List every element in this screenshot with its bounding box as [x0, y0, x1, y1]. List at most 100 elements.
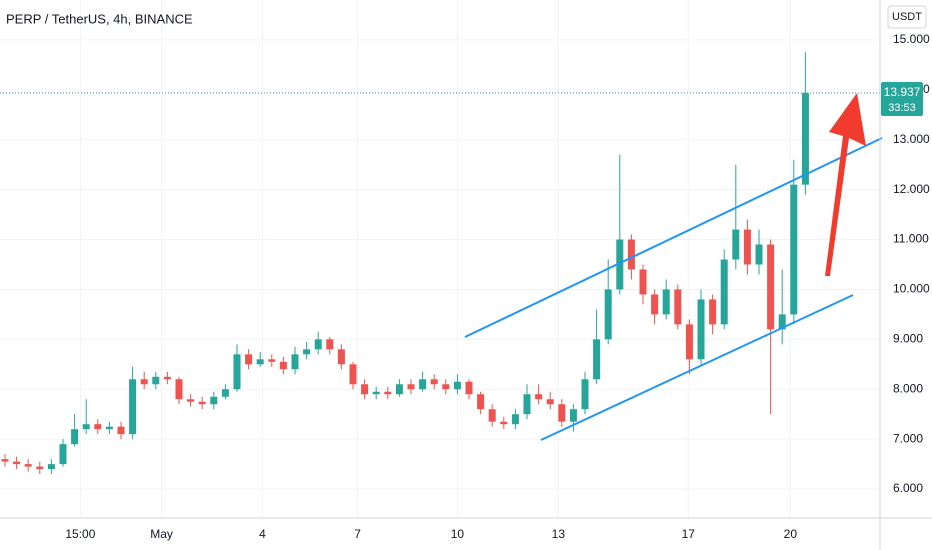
candle-body	[71, 429, 79, 445]
candle-body	[82, 424, 90, 430]
x-tick-label: 10	[451, 527, 465, 541]
y-tick-label: 10.000	[893, 282, 930, 296]
candle-body	[175, 379, 183, 400]
candles	[0, 52, 880, 475]
candle-body	[361, 384, 369, 395]
candle-body	[13, 461, 21, 465]
candle-body	[94, 424, 102, 430]
candle-body	[187, 399, 195, 402]
candle-body	[407, 384, 415, 390]
y-tick-label: 9.000	[893, 332, 923, 346]
candle-body	[430, 379, 438, 385]
y-tick-label: 12.000	[893, 182, 930, 196]
y-tick-label: 15.000	[893, 32, 930, 46]
candle-body	[662, 289, 670, 315]
y-tick-label: 8.000	[893, 381, 923, 395]
candle-body	[233, 354, 241, 390]
candle-body	[384, 391, 392, 395]
candle-body	[453, 381, 461, 390]
last-price-box	[881, 81, 923, 116]
chart-title: PERP / TetherUS, 4h, BINANCE	[6, 11, 193, 26]
candle-body	[523, 394, 531, 415]
candle-body	[395, 384, 403, 395]
candle-body	[743, 229, 751, 265]
x-tick-label: 13	[552, 527, 566, 541]
candle-body	[152, 376, 160, 385]
candle-body	[303, 349, 311, 355]
candle-body	[117, 426, 125, 435]
candle-body	[616, 239, 624, 290]
currency-box[interactable]	[887, 5, 927, 29]
candle-body	[419, 379, 427, 390]
candle-body	[465, 381, 473, 395]
candle-body	[685, 324, 693, 360]
candle-body	[221, 389, 229, 397]
candle-body	[790, 184, 798, 315]
candle-body	[279, 361, 287, 370]
candle-body	[129, 379, 137, 435]
channel-lower	[540, 294, 854, 441]
last-price-label: 13.937	[884, 85, 921, 99]
candle-body	[24, 464, 32, 467]
candle-body	[767, 244, 775, 330]
candle-body	[720, 259, 728, 325]
candle-body	[105, 426, 113, 430]
candle-body	[627, 239, 635, 270]
x-tick-label: 20	[784, 527, 798, 541]
candle-body	[500, 421, 508, 425]
candle-body	[581, 379, 589, 410]
candle-body	[372, 391, 380, 395]
currency: USDT	[892, 11, 922, 23]
candle-body	[651, 294, 659, 315]
x-tick-label: 4	[259, 527, 266, 541]
candle-body	[59, 444, 67, 465]
x-tick-label: 15:00	[65, 527, 95, 541]
candle-body	[604, 289, 612, 340]
arrow	[825, 93, 866, 276]
candle-body	[639, 269, 647, 295]
channel-upper	[464, 137, 883, 338]
candle-body	[569, 409, 577, 422]
candle-body	[778, 314, 786, 330]
candle-body	[488, 409, 496, 422]
grid	[0, 0, 880, 518]
x-tick-label: 7	[354, 527, 361, 541]
candle-body	[1, 459, 9, 462]
candle-body	[291, 354, 299, 370]
candle-body	[477, 394, 485, 410]
axes: 6.000 7.000 8.000 9.000 10.000 11.000 12.000 13…	[65, 32, 930, 541]
y-tick-label: 6.000	[893, 481, 923, 495]
candle-body	[697, 299, 705, 360]
candle-body	[349, 364, 357, 385]
candle-body	[511, 414, 519, 425]
candle-body	[140, 379, 148, 385]
candle-body	[674, 289, 682, 325]
candle-body	[163, 376, 171, 380]
candle-body	[210, 396, 218, 405]
candle-body	[755, 244, 763, 265]
x-tick-label: May	[150, 527, 173, 541]
candle-body	[245, 354, 253, 365]
candle-body	[198, 401, 206, 405]
candle-body	[535, 394, 543, 400]
candle-body	[36, 466, 44, 470]
candle-body	[256, 359, 264, 365]
y-tick-label: 13.000	[893, 132, 930, 146]
countdown: 33:53	[888, 102, 916, 114]
candle-body	[314, 339, 322, 350]
candle-body	[709, 299, 717, 325]
candle-body	[593, 339, 601, 380]
x-tick-label: 17	[682, 527, 696, 541]
candle-body	[337, 349, 345, 365]
y-tick-label: 11.000	[893, 232, 929, 246]
y-tick-label: 7.000	[893, 431, 923, 445]
candle-body	[801, 92, 809, 185]
candle-body	[546, 399, 554, 405]
candle-body	[268, 359, 276, 362]
candle-body	[558, 404, 566, 422]
candle-body	[442, 384, 450, 390]
candle-body	[326, 339, 334, 350]
candle-body	[47, 464, 55, 470]
